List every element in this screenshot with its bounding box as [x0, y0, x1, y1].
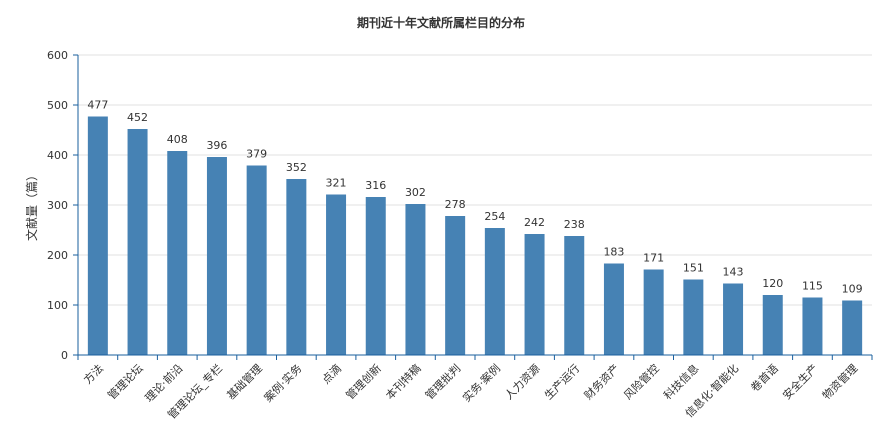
- bar: [842, 300, 863, 355]
- bars: [87, 116, 863, 355]
- y-axis-label: 文献量（篇）: [24, 169, 39, 241]
- y-tick-label: 200: [47, 249, 68, 262]
- chart-title: 期刊近十年文献所属栏目的分布: [357, 15, 525, 30]
- y-tick-label: 500: [47, 99, 68, 112]
- bar: [802, 297, 823, 355]
- bar: [326, 194, 347, 355]
- x-tick-label: 基础管理: [224, 361, 265, 402]
- x-tick-label: 风险管控: [621, 361, 662, 402]
- bar: [206, 157, 227, 355]
- bar: [762, 295, 783, 355]
- data-label: 352: [286, 161, 307, 174]
- y-axis-ticks: 0 100 200 300 400 500 600: [47, 49, 78, 362]
- data-label: 143: [723, 266, 744, 279]
- data-label: 321: [326, 177, 347, 190]
- bar: [643, 269, 664, 355]
- y-tick-label: 400: [47, 149, 68, 162]
- data-label: 452: [127, 111, 148, 124]
- bar: [564, 236, 585, 355]
- x-tick-label: 人力资源: [502, 361, 543, 402]
- bar: [683, 279, 704, 355]
- x-tick-label: 方法: [81, 361, 106, 386]
- data-label: 183: [603, 246, 624, 259]
- data-label: 151: [683, 262, 704, 275]
- x-tick-label: 管理创新: [343, 361, 384, 402]
- data-label: 477: [87, 99, 108, 112]
- bar: [484, 228, 505, 355]
- x-tick-label: 实务·案例: [459, 361, 502, 404]
- data-label: 396: [206, 139, 227, 152]
- bar: [365, 197, 386, 355]
- y-tick-label: 100: [47, 299, 68, 312]
- data-label: 238: [564, 218, 585, 231]
- bar: [603, 263, 624, 355]
- bar: [127, 129, 148, 355]
- x-tick-label: 案例·实务: [261, 361, 304, 404]
- bar: [286, 179, 307, 355]
- x-tick-label: 卷首语: [748, 361, 781, 394]
- x-tick-label: 本刊特稿: [383, 361, 424, 402]
- data-label: 408: [167, 133, 188, 146]
- x-tick-label: 点滴: [319, 361, 344, 386]
- x-tick-label: 管理批判: [422, 361, 463, 402]
- bar: [524, 234, 545, 355]
- y-tick-label: 0: [61, 349, 68, 362]
- x-tick-label: 财务资产: [581, 361, 622, 402]
- x-tick-label: 生产运行: [541, 361, 582, 402]
- data-label: 316: [365, 179, 386, 192]
- bar: [723, 283, 744, 355]
- y-tick-label: 300: [47, 199, 68, 212]
- bar: [87, 116, 108, 355]
- data-label: 379: [246, 148, 267, 161]
- x-tick-label: 科技信息: [660, 361, 701, 402]
- data-label: 242: [524, 216, 545, 229]
- data-label: 171: [643, 252, 664, 265]
- bar: [405, 204, 426, 355]
- data-label: 254: [484, 210, 505, 223]
- x-tick-label: 安全生产: [780, 361, 821, 402]
- data-label: 115: [802, 280, 823, 293]
- gridlines: [78, 54, 872, 306]
- bar: [246, 165, 267, 355]
- data-label: 120: [762, 277, 783, 290]
- bar: [445, 216, 466, 355]
- data-label: 278: [445, 198, 466, 211]
- data-label: 109: [842, 283, 863, 296]
- data-label: 302: [405, 186, 426, 199]
- bar: [167, 151, 188, 355]
- axes: [77, 55, 872, 356]
- data-labels: 477 452 408 396 379 352 321 316 302 278 254 242 238 1…: [87, 99, 862, 296]
- y-tick-label: 600: [47, 49, 68, 62]
- x-tick-label: 物资管理: [819, 361, 860, 402]
- x-tick-label: 管理论坛: [105, 361, 146, 402]
